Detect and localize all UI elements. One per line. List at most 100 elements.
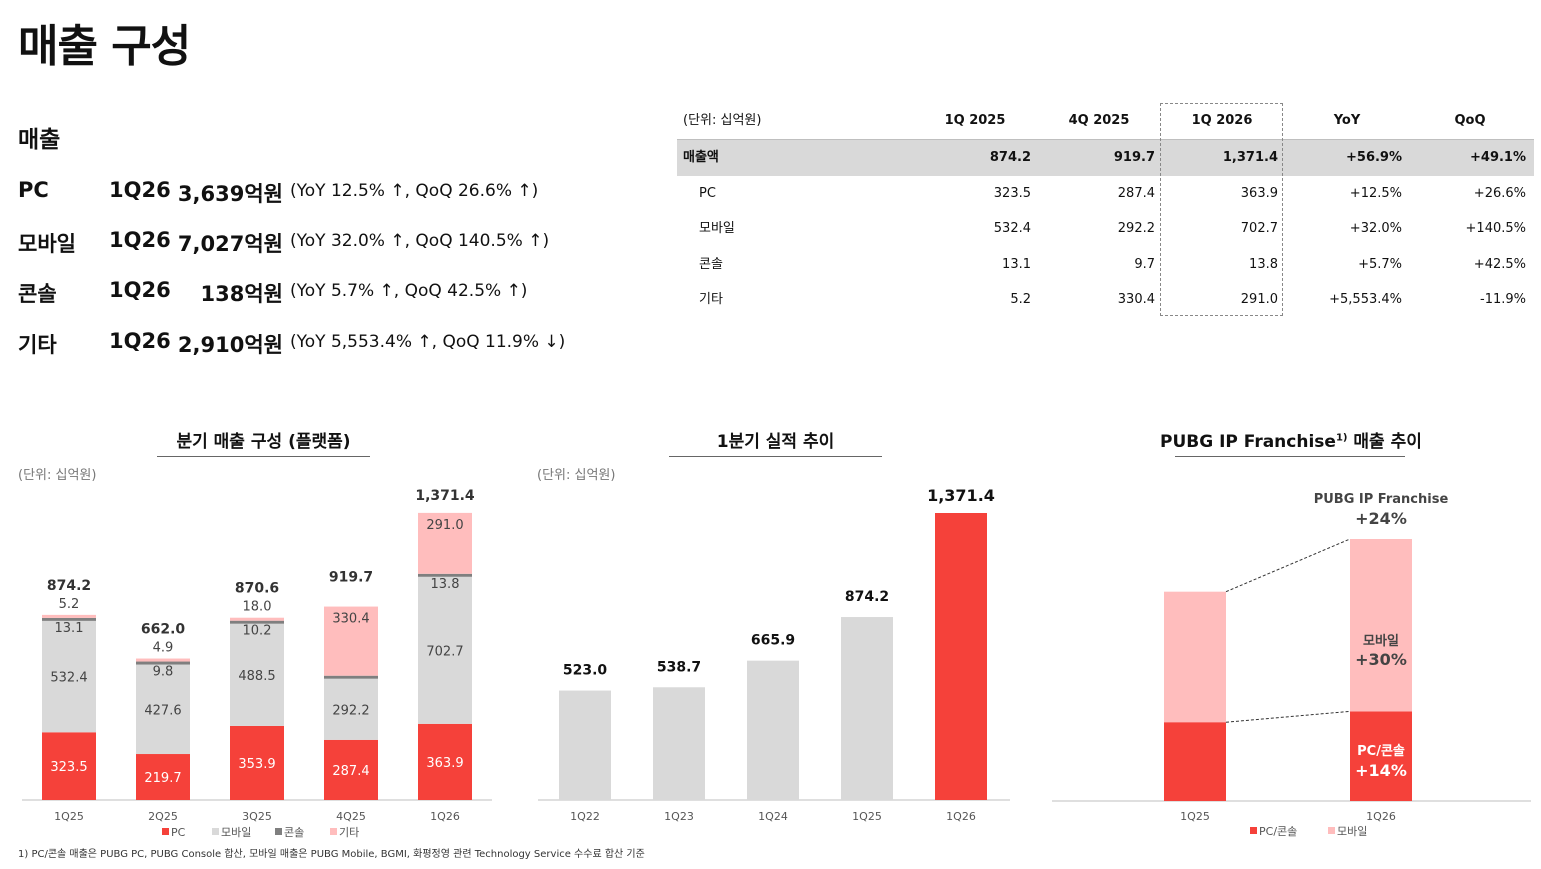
- chart1-bar-segment: [230, 725, 284, 800]
- table-row: 매출액 874.2 919.7 1,371.4 +56.9% +49.1%: [677, 140, 1534, 176]
- table-row: PC 323.5 287.4 363.9 +12.5% +26.6%: [677, 176, 1534, 212]
- chart1-legend-label: 콘솔: [284, 826, 304, 839]
- chart3-connector-pc: [1225, 710, 1351, 723]
- chart3-x-tick: 1Q26: [1366, 810, 1396, 823]
- chart1-data-label: 702.7: [426, 644, 463, 659]
- chart1-bar-segment: [136, 664, 190, 755]
- chart1-data-label: 18.0: [243, 600, 272, 615]
- summary-quarter: 1Q26: [109, 329, 171, 353]
- chart1-bar-segment: [136, 658, 190, 662]
- chart2-data-label: 538.7: [657, 659, 701, 675]
- chart1-x-tick: 4Q25: [336, 810, 366, 823]
- table-row-label: 콘솔: [699, 256, 723, 272]
- table-cell: +140.5%: [1465, 221, 1526, 236]
- chart1-x-tick: 3Q25: [242, 810, 272, 823]
- table-cell: 9.7: [1134, 256, 1155, 272]
- chart1-data-label: 5.2: [59, 597, 80, 612]
- summary-quarter: 1Q26: [109, 228, 171, 252]
- chart1-legend-swatch: [212, 828, 219, 835]
- table-column-header: QoQ: [1454, 113, 1486, 128]
- chart1-bar-segment: [136, 754, 190, 800]
- table-cell: 1,371.4: [1222, 150, 1278, 165]
- chart1-data-label: 287.4: [332, 764, 369, 779]
- table-cell: 323.5: [993, 185, 1031, 201]
- chart3-total-growth: +24%: [1355, 509, 1407, 528]
- table-column-header: 4Q 2025: [1068, 113, 1130, 128]
- chart1-bar-segment: [418, 512, 472, 574]
- chart1-total-label: 919.7: [329, 570, 373, 586]
- summary-quarter: 1Q26: [109, 178, 171, 202]
- table-row-label: 모바일: [699, 221, 735, 236]
- chart1-total-label: 1,371.4: [415, 488, 475, 504]
- chart3-pc-label: PC/콘솔: [1357, 744, 1405, 759]
- summary-change: (YoY 5,553.4% ↑, QoQ 11.9% ↓): [290, 332, 566, 352]
- chart2-bar: [653, 687, 705, 800]
- chart2-bar: [841, 617, 893, 800]
- chart1-data-label: 4.9: [153, 641, 174, 656]
- table-cell: 330.4: [1117, 292, 1155, 307]
- chart3-title-main: PUBG IP Franchise: [1160, 432, 1336, 452]
- table-row-label: 기타: [699, 292, 723, 307]
- chart1-legend-swatch: [330, 828, 337, 835]
- table-cell: 919.7: [1113, 150, 1155, 165]
- summary-row: 콘솔 1Q26 138억원 (YoY 5.7% ↑, QoQ 42.5% ↑): [18, 278, 658, 312]
- chart3-legend-label: 모바일: [1337, 824, 1367, 838]
- chart1-title-underline: [157, 456, 370, 457]
- chart1-data-label: 292.2: [332, 703, 369, 718]
- table-cell: 532.4: [993, 221, 1031, 236]
- chart2-x-tick: 1Q23: [664, 810, 694, 823]
- summary-category: PC: [18, 178, 49, 202]
- chart3-title-footnote-mark: 1): [1335, 432, 1348, 444]
- page-title: 매출 구성: [18, 21, 191, 72]
- table-cell: +12.5%: [1349, 185, 1402, 201]
- summary-category: 모바일: [18, 232, 76, 256]
- chart2-data-label: 1,371.4: [927, 486, 995, 505]
- chart3-legend-label: PC/콘솔: [1259, 825, 1297, 838]
- table-cell: 5.2: [1010, 292, 1031, 307]
- table-row-label: PC: [699, 185, 716, 201]
- chart1-bar-segment: [418, 723, 472, 800]
- table-cell: +56.9%: [1346, 150, 1402, 165]
- summary-amount: 138억원: [200, 282, 283, 306]
- current-quarter-highlight: [1160, 103, 1283, 316]
- table-cell: 287.4: [1117, 185, 1155, 201]
- chart2-bar: [747, 660, 799, 800]
- chart1-data-label: 291.0: [426, 518, 463, 533]
- chart1-data-label: 363.9: [426, 756, 463, 771]
- footnote: 1) PC/콘솔 매출은 PUBG PC, PUBG Console 합산, 모…: [18, 849, 645, 860]
- summary-change: (YoY 5.7% ↑, QoQ 42.5% ↑): [290, 281, 528, 301]
- table-row: 기타 5.2 330.4 291.0 +5,553.4% -11.9%: [677, 282, 1534, 318]
- table-row-label: 매출액: [683, 150, 719, 165]
- chart1-total-label: 874.2: [47, 578, 91, 594]
- chart1-data-label: 427.6: [144, 703, 181, 718]
- chart3-connector-total: [1225, 538, 1351, 593]
- chart1-bar-segment: [324, 606, 378, 676]
- chart2-x-tick: 1Q24: [758, 810, 788, 823]
- chart1-x-tick: 1Q25: [54, 810, 84, 823]
- chart3-pc-growth: +14%: [1355, 761, 1407, 780]
- chart1-total-label: 870.6: [235, 581, 279, 597]
- summary-row: 기타 1Q26 2,910억원 (YoY 5,553.4% ↑, QoQ 11.9% …: [18, 329, 658, 363]
- table-cell: 874.2: [989, 150, 1031, 165]
- table-column-header: 1Q 2025: [944, 113, 1006, 128]
- summary-row: 모바일 1Q26 7,027억원 (YoY 32.0% ↑, QoQ 140.5% ↑…: [18, 228, 658, 262]
- summary-category: 콘솔: [18, 282, 57, 306]
- summary-quarter: 1Q26: [109, 278, 171, 302]
- chart2-x-tick: 1Q25: [852, 810, 882, 823]
- chart1-legend-label: 기타: [339, 826, 359, 839]
- chart1-total-label: 662.0: [141, 622, 186, 638]
- table-row: 모바일 532.4 292.2 702.7 +32.0% +140.5%: [677, 211, 1534, 247]
- chart1-data-label: 532.4: [50, 671, 87, 686]
- chart3-bar-segment: [1164, 722, 1226, 801]
- table-cell: +32.0%: [1349, 221, 1402, 236]
- summary-amount: 2,910억원: [177, 333, 283, 357]
- chart1-bar-segment: [324, 675, 378, 679]
- chart1-legend-label: PC: [171, 826, 186, 839]
- chart3-title: PUBG IP Franchise1) 매출 추이: [1160, 427, 1422, 452]
- chart1-bar-segment: [42, 617, 96, 621]
- summary-change: (YoY 12.5% ↑, QoQ 26.6% ↑): [290, 181, 539, 201]
- chart1-data-label: 330.4: [332, 612, 369, 627]
- summary-row: PC 1Q26 3,639억원 (YoY 12.5% ↑, QoQ 26.6% ↑): [18, 178, 658, 212]
- chart1-data-label: 219.7: [144, 771, 181, 786]
